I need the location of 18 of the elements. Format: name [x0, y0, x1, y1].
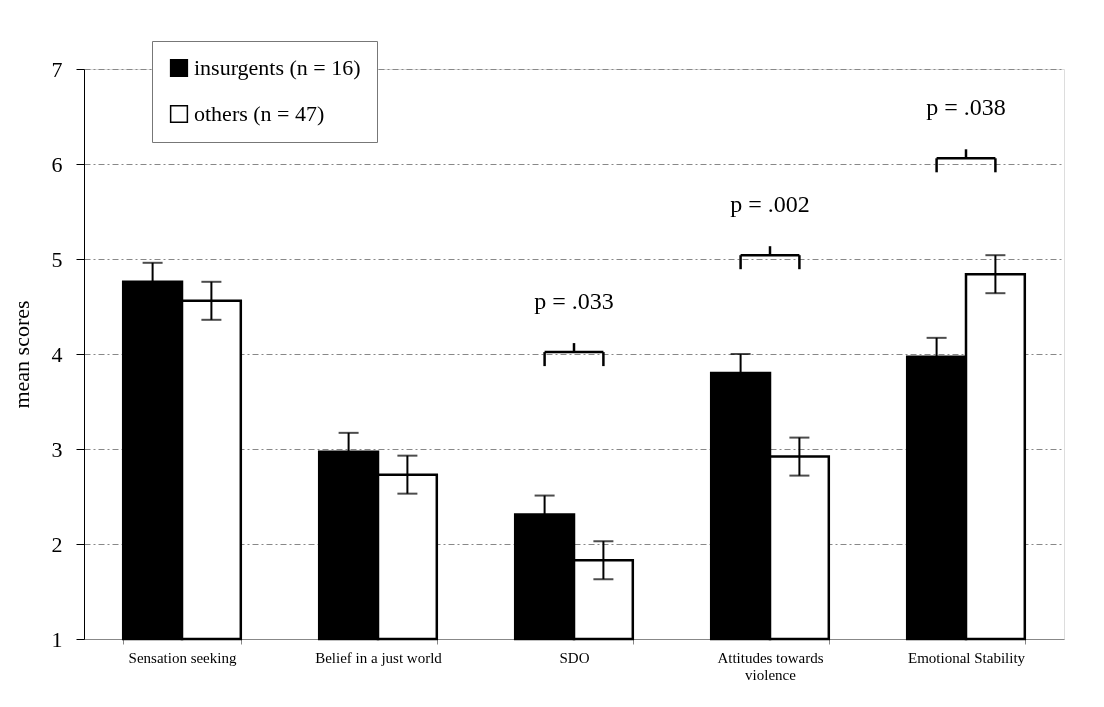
y-tick-label: 1 [51, 626, 63, 652]
y-axis-title: mean scores [8, 300, 34, 409]
x-tick-label: Attitudes towards violence [717, 649, 824, 683]
legend-label: insurgents (n = 16) [194, 55, 361, 80]
x-tick-label: Sensation seeking [128, 649, 237, 666]
y-tick-label: 3 [51, 436, 63, 462]
annotation: p = .033 [534, 288, 614, 315]
y-tick-label: 4 [51, 341, 63, 367]
y-tick-label: 5 [51, 246, 63, 272]
x-tick-label: Belief in a just world [315, 649, 443, 666]
x-tick-label: SDO [559, 649, 590, 666]
annotation: p = .038 [926, 94, 1006, 121]
y-tick-label: 2 [51, 531, 63, 557]
annotation: p = .002 [730, 191, 810, 218]
legend-label: others (n = 47) [194, 101, 325, 126]
y-tick-label: 7 [51, 56, 63, 82]
y-tick-label: 6 [51, 151, 63, 177]
x-tick-label: Emotional Stability [907, 649, 1026, 666]
